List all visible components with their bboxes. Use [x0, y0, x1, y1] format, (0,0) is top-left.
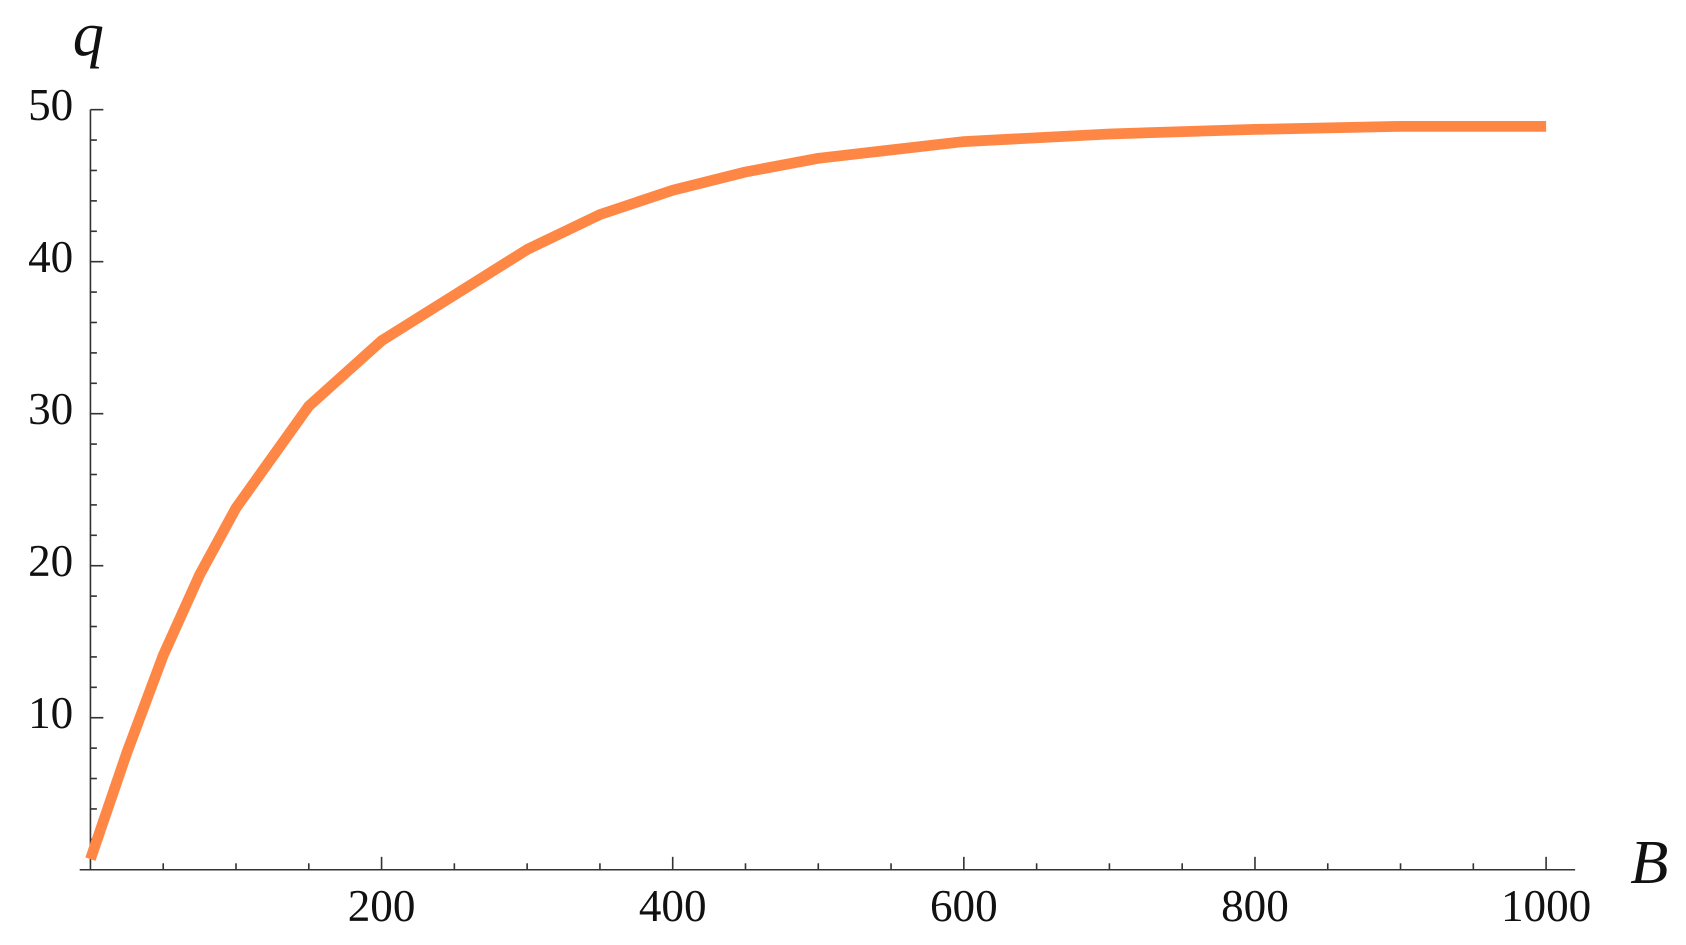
x-tick-label: 200 [348, 881, 416, 931]
y-axis-title: q [73, 0, 104, 69]
data-line [85, 121, 1547, 861]
x-tick-label: 1000 [1501, 881, 1591, 931]
x-tick-label: 400 [639, 881, 707, 931]
y-tick-label: 10 [28, 688, 73, 738]
y-tick-label: 40 [28, 232, 73, 282]
y-tick-label: 20 [28, 536, 73, 586]
y-tick-label: 30 [28, 384, 73, 434]
x-axis-title: B [1630, 828, 1668, 897]
x-tick-label: 800 [1221, 881, 1289, 931]
x-tick-label: 600 [930, 881, 998, 931]
y-tick-label: 50 [28, 80, 73, 130]
